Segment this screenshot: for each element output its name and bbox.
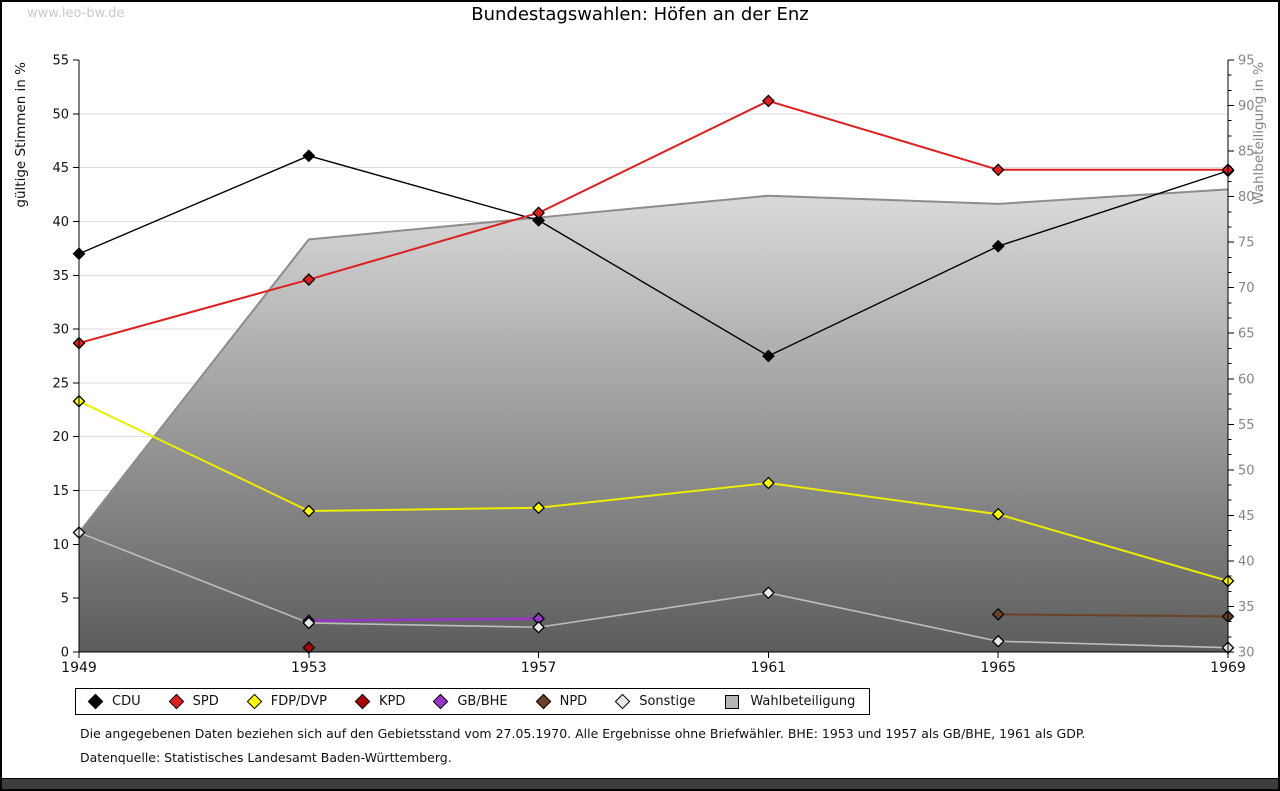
diamond-marker-icon xyxy=(246,693,262,710)
legend-item-gb-bhe: GB/BHE xyxy=(433,693,508,710)
legend-label: GB/BHE xyxy=(457,694,508,709)
legend-label: NPD xyxy=(559,694,588,709)
svg-text:50: 50 xyxy=(52,107,69,122)
right-axis-title: Wahlbeteiligung in % xyxy=(1251,62,1267,205)
svg-text:40: 40 xyxy=(52,215,69,230)
legend-item-cdu: CDU xyxy=(87,693,141,710)
bottom-bar xyxy=(0,778,1280,791)
diamond-marker-icon xyxy=(614,693,631,710)
legend-item-fdp-dvp: FDP/DVP xyxy=(246,693,327,710)
legend-item-npd: NPD xyxy=(535,693,588,710)
svg-text:5: 5 xyxy=(61,592,69,607)
svg-text:50: 50 xyxy=(1238,463,1255,478)
watermark: www.leo-bw.de xyxy=(27,6,125,21)
svg-text:25: 25 xyxy=(52,376,69,391)
diamond-marker-icon xyxy=(535,693,551,710)
svg-text:30: 30 xyxy=(52,323,69,338)
svg-text:1957: 1957 xyxy=(521,660,557,676)
legend-label: SPD xyxy=(192,694,219,709)
diamond-marker-icon xyxy=(168,693,184,710)
election-line-chart: 0 5 10 15 20 25 30 35 40 45 50 55 30 35 40 45 50 55 60 65 70… xyxy=(13,54,1267,677)
footnote-datenquelle: Datenquelle: Statistisches Landesamt Bad… xyxy=(80,750,452,765)
svg-text:85: 85 xyxy=(1238,145,1255,160)
diamond-marker-icon xyxy=(87,693,104,710)
svg-text:1953: 1953 xyxy=(291,660,327,676)
svg-text:70: 70 xyxy=(1238,281,1255,296)
svg-text:55: 55 xyxy=(1238,418,1255,433)
legend-label: CDU xyxy=(112,694,141,709)
svg-text:80: 80 xyxy=(1238,190,1255,205)
svg-text:75: 75 xyxy=(1238,236,1255,251)
svg-text:40: 40 xyxy=(1238,554,1255,569)
svg-text:1949: 1949 xyxy=(61,660,97,676)
footnote-gebietsstand: Die angegebenen Daten beziehen sich auf … xyxy=(80,726,1086,741)
legend-item-sonstige: Sonstige xyxy=(614,693,696,710)
legend-label: Sonstige xyxy=(639,694,696,709)
diamond-marker-icon xyxy=(354,693,371,710)
chart-legend: CDU SPD FDP/DVP KPD GB/BHE NPD Sonstige Wahlbet… xyxy=(75,688,871,715)
legend-item-spd: SPD xyxy=(168,693,219,710)
square-marker-icon xyxy=(725,694,740,709)
svg-text:10: 10 xyxy=(52,538,69,553)
svg-text:1969: 1969 xyxy=(1210,660,1246,676)
svg-text:1961: 1961 xyxy=(751,660,787,676)
diamond-marker-icon xyxy=(433,693,449,710)
svg-text:35: 35 xyxy=(52,269,69,284)
svg-text:55: 55 xyxy=(52,54,69,69)
legend-item-wahlbeteiligung: Wahlbeteiligung xyxy=(725,694,855,709)
svg-text:95: 95 xyxy=(1238,54,1255,69)
svg-text:90: 90 xyxy=(1238,99,1255,114)
svg-text:35: 35 xyxy=(1238,600,1255,615)
svg-text:30: 30 xyxy=(1238,646,1255,661)
svg-text:0: 0 xyxy=(61,646,69,661)
svg-text:45: 45 xyxy=(1238,509,1255,524)
legend-item-kpd: KPD xyxy=(354,693,406,710)
svg-text:1965: 1965 xyxy=(980,660,1016,676)
legend-label: Wahlbeteiligung xyxy=(750,694,856,709)
svg-text:15: 15 xyxy=(52,484,69,499)
legend-label: KPD xyxy=(378,694,406,709)
legend-label: FDP/DVP xyxy=(270,694,327,709)
svg-text:60: 60 xyxy=(1238,372,1255,387)
chart-title: Bundestagswahlen: Höfen an der Enz xyxy=(471,4,809,25)
left-axis-title: gültige Stimmen in % xyxy=(13,62,29,208)
svg-text:65: 65 xyxy=(1238,327,1255,342)
svg-text:45: 45 xyxy=(52,161,69,176)
svg-text:20: 20 xyxy=(52,430,69,445)
